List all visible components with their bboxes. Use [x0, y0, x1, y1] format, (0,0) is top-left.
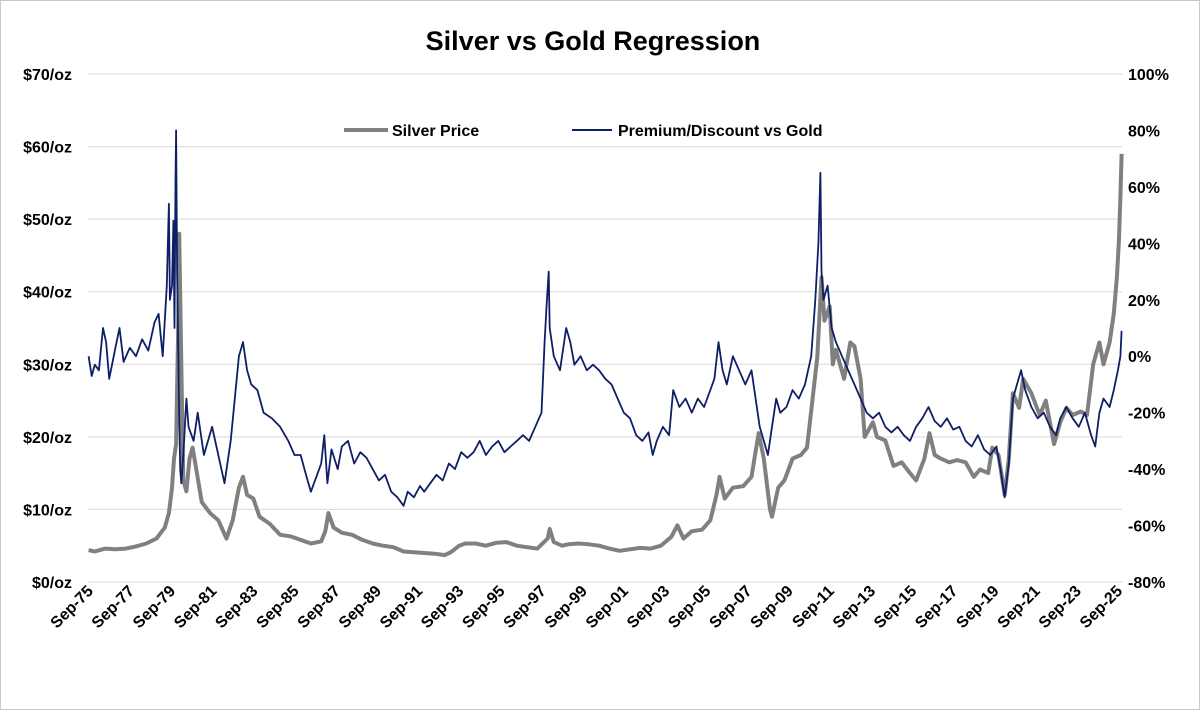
left-axis-tick-label: $30/oz	[23, 357, 72, 374]
x-axis-tick-label: Sep-11	[789, 583, 838, 632]
x-axis-tick-label: Sep-05	[665, 583, 714, 632]
x-axis-tick-label: Sep-13	[830, 583, 879, 632]
x-axis-tick-label: Sep-77	[89, 583, 138, 632]
left-axis-ticks: $0/oz $10/oz $20/oz $30/oz $40/oz $50/oz $60/o…	[23, 67, 72, 592]
series-lines	[87, 129, 1124, 558]
left-axis-tick-label: $20/oz	[23, 430, 72, 447]
x-axis-tick-label: Sep-19	[953, 583, 1002, 632]
right-axis-tick-label: 100%	[1128, 67, 1169, 84]
legend: Silver Price Premium/Discount vs Gold	[344, 123, 822, 140]
left-axis-tick-label: $60/oz	[23, 140, 72, 157]
legend-label-silver: Silver Price	[392, 123, 479, 140]
x-axis-tick-label: Sep-21	[995, 583, 1044, 632]
right-axis-tick-label: -60%	[1128, 519, 1165, 536]
x-axis-tick-label: Sep-83	[212, 583, 261, 632]
right-axis-tick-label: 40%	[1128, 236, 1160, 253]
left-axis-tick-label: $10/oz	[23, 502, 72, 519]
x-axis-tick-label: Sep-17	[912, 583, 961, 632]
right-axis-tick-label: -80%	[1128, 575, 1165, 592]
left-axis-tick-label: $70/oz	[23, 67, 72, 84]
x-axis-tick-label: Sep-15	[871, 583, 920, 632]
x-axis-tick-label: Sep-23	[1036, 583, 1085, 632]
right-axis-tick-label: -20%	[1128, 406, 1165, 423]
x-axis-tick-label: Sep-89	[336, 583, 385, 632]
right-axis-tick-label: 60%	[1128, 180, 1160, 197]
right-axis-tick-label: 80%	[1128, 123, 1160, 140]
right-axis-ticks: -80% -60% -40% -20% 0% 20% 40% 60% 80% 100%	[1128, 67, 1169, 592]
right-axis-tick-label: -40%	[1128, 462, 1165, 479]
right-axis-tick-label: 0%	[1128, 349, 1151, 366]
gridlines	[88, 73, 1122, 583]
chart-title: Silver vs Gold Regression	[426, 26, 761, 56]
x-axis-ticks: Sep-75Sep-77Sep-79Sep-81Sep-83Sep-85Sep-…	[48, 583, 1126, 632]
right-axis-tick-label: 20%	[1128, 293, 1160, 310]
x-axis-tick-label: Sep-91	[377, 583, 426, 632]
left-axis-tick-label: $0/oz	[32, 575, 72, 592]
x-axis-tick-label: Sep-97	[501, 583, 550, 632]
x-axis-tick-label: Sep-01	[583, 583, 632, 632]
x-axis-tick-label: Sep-81	[171, 583, 220, 632]
x-axis-tick-label: Sep-09	[748, 583, 797, 632]
x-axis-tick-label: Sep-25	[1077, 583, 1126, 632]
left-axis-tick-label: $40/oz	[23, 285, 72, 302]
x-axis-tick-label: Sep-85	[254, 583, 303, 632]
x-axis-tick-label: Sep-99	[542, 583, 591, 632]
series-line-silver-price	[88, 153, 1124, 558]
x-axis-tick-label: Sep-93	[418, 583, 467, 632]
series-line-premium-discount	[87, 129, 1123, 507]
x-axis-tick-label: Sep-07	[706, 583, 755, 632]
x-axis-tick-label: Sep-87	[295, 583, 344, 632]
left-axis-tick-label: $50/oz	[23, 212, 72, 229]
x-axis-tick-label: Sep-03	[624, 583, 673, 632]
x-axis-tick-label: Sep-79	[130, 583, 179, 632]
x-axis-tick-label: Sep-95	[459, 583, 508, 632]
legend-label-premium: Premium/Discount vs Gold	[618, 123, 822, 140]
